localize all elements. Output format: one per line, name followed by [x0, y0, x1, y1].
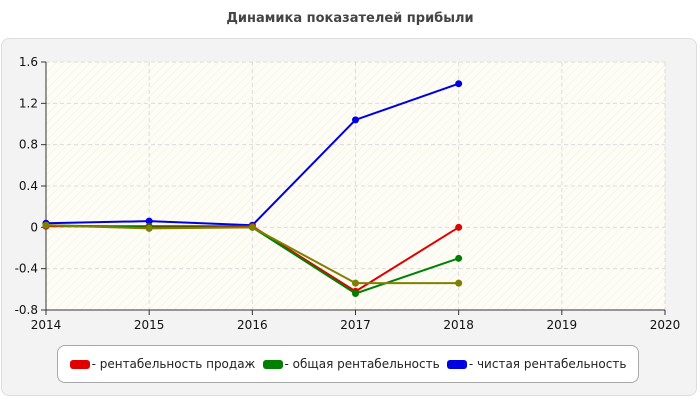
legend: - рентабельность продаж - общая рентабел…: [57, 345, 639, 383]
y-tick-label: -0.8: [15, 303, 38, 317]
chart-title: Динамика показателей прибыли: [226, 11, 474, 26]
data-point-3[interactable]: [352, 279, 359, 287]
legend-swatch-total: [262, 359, 283, 369]
data-point-3[interactable]: [248, 223, 256, 231]
legend-swatch-sales: [69, 359, 90, 369]
data-point-2[interactable]: [352, 116, 359, 124]
data-point-3[interactable]: [455, 279, 463, 287]
x-tick-label: 2020: [650, 318, 681, 332]
data-point-3[interactable]: [42, 221, 50, 229]
x-tick-label: 2017: [340, 318, 371, 332]
legend-item-total[interactable]: - общая рентабельность: [262, 357, 440, 371]
y-tick-label: 0: [30, 220, 38, 234]
series: [42, 80, 463, 297]
x-tick-label: 2016: [237, 318, 268, 332]
y-tick-label: 0.8: [19, 138, 38, 152]
x-tick-label: 2018: [443, 318, 474, 332]
data-point-2[interactable]: [145, 217, 153, 225]
legend-label-total: - общая рентабельность: [284, 357, 440, 371]
x-tick-label: 2014: [31, 318, 62, 332]
legend-item-sales[interactable]: - рентабельность продаж: [69, 357, 256, 371]
y-tick-label: 1.6: [19, 55, 38, 69]
y-tick-label: 0.4: [19, 179, 38, 193]
data-point-0[interactable]: [455, 223, 463, 231]
series-3: [42, 221, 463, 287]
x-tick-label: 2015: [134, 318, 165, 332]
y-tick-label: 1.2: [19, 96, 38, 110]
x-tick-label: 2019: [547, 318, 578, 332]
data-point-1[interactable]: [455, 254, 463, 262]
legend-item-net[interactable]: - чистая рентабельность: [446, 357, 627, 371]
legend-swatch-net: [446, 359, 467, 369]
data-point-1[interactable]: [352, 289, 359, 297]
y-tick-label: -0.4: [15, 262, 38, 276]
data-point-3[interactable]: [145, 224, 153, 232]
legend-label-net: - чистая рентабельность: [468, 357, 627, 371]
data-point-2[interactable]: [455, 80, 463, 88]
legend-label-sales: - рентабельность продаж: [91, 357, 256, 371]
